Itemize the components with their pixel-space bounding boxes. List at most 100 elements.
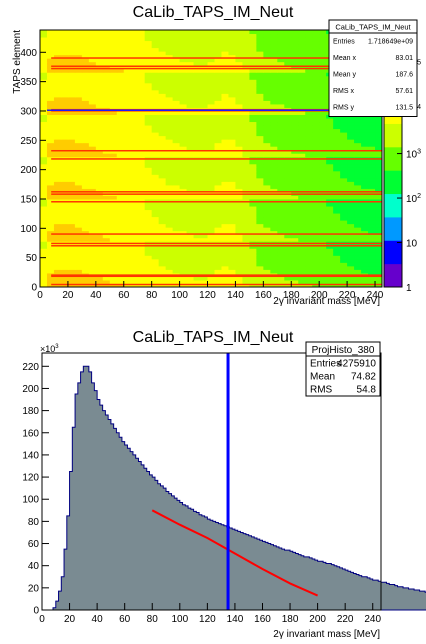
heatmap-cell (144, 177, 153, 182)
stats-row-label: Mean (310, 371, 335, 382)
heatmap-cell (40, 248, 48, 253)
heatmap-cell (242, 262, 250, 267)
heatmap-cell (67, 170, 76, 175)
heatmap-cell (207, 279, 215, 284)
heatmap-cell (256, 279, 264, 284)
heatmap-cell (312, 47, 320, 52)
heatmap-cell (326, 237, 334, 242)
heatmap-cell (375, 258, 383, 263)
heatmap-cell (116, 202, 125, 207)
heatmap-cell (158, 163, 167, 168)
heatmap-cell (130, 174, 139, 179)
palette-swatch (384, 170, 402, 195)
heatmap-cell (277, 142, 285, 147)
heatmap-cell (207, 163, 215, 168)
heatmap-cell (277, 58, 285, 63)
heatmap-cell (284, 135, 292, 140)
heatmap-cell (67, 174, 76, 179)
heatmap-cell (74, 121, 83, 126)
heatmap-cell (242, 118, 250, 123)
heatmap-cell (179, 262, 188, 267)
heatmap-cell (186, 265, 195, 270)
heatmap-cell (95, 153, 104, 158)
heatmap-cell (277, 251, 285, 256)
heatmap-cell (312, 195, 320, 200)
heatmap-cell (263, 195, 271, 200)
heatmap-cell (123, 209, 132, 214)
heatmap-cell (242, 195, 250, 200)
heatmap-cell (172, 68, 181, 73)
heatmap-cell (256, 47, 264, 52)
heatmap-cell (305, 202, 313, 207)
heatmap-cell (165, 75, 174, 80)
heatmap-cell (291, 30, 299, 35)
heatmap-cell (291, 227, 299, 232)
heatmap-cell (375, 146, 383, 151)
heatmap-cell (165, 251, 174, 256)
heatmap-cell (144, 237, 153, 242)
heatmap-cell (270, 51, 278, 56)
heatmap-cell (109, 283, 118, 288)
x-tick-label: 20 (62, 290, 74, 301)
heatmap-cell (172, 54, 181, 59)
heatmap-cell (249, 79, 257, 84)
heatmap-cell (95, 269, 104, 274)
heatmap-cell (347, 248, 355, 253)
heatmap-cell (235, 118, 243, 123)
heatmap-cell (277, 195, 285, 200)
heatmap-cell (144, 118, 153, 123)
heatmap-cell (186, 184, 195, 189)
heatmap-cell (158, 68, 167, 73)
heatmap-cell (249, 135, 257, 140)
heatmap-cell (319, 160, 327, 165)
heatmap-cell (235, 255, 243, 260)
heatmap-cell (123, 146, 132, 151)
heatmap-cell (214, 213, 222, 218)
heatmap-cell (81, 184, 90, 189)
heatmap-cell (361, 213, 369, 218)
heatmap-cell (228, 177, 236, 182)
heatmap-cell (116, 181, 125, 186)
heatmap-cell (151, 139, 160, 144)
hot-row-line (51, 283, 382, 286)
heatmap-cell (109, 44, 118, 49)
heatmap-cell (214, 265, 222, 270)
heatmap-cell (88, 237, 97, 242)
heatmap-cell (95, 40, 104, 45)
heatmap-cell (277, 149, 285, 154)
heatmap-cell (116, 128, 125, 133)
heatmap-cell (277, 103, 285, 108)
heatmap-cell (305, 47, 313, 52)
heatmap-cell (74, 103, 83, 108)
heatmap-cell (186, 61, 195, 66)
heatmap-cell (305, 181, 313, 186)
heatmap-cell (158, 184, 167, 189)
heatmap-cell (368, 279, 376, 284)
heatmap-cell (235, 149, 243, 154)
heatmap-cell (235, 100, 243, 105)
heatmap-cell (207, 47, 215, 52)
heatmap-cell (228, 279, 236, 284)
heatmap-cell (291, 125, 299, 130)
hot-row-line (51, 149, 382, 152)
heatmap-cell (263, 54, 271, 59)
heatmap-cell (151, 125, 160, 130)
heatmap-cell (305, 223, 313, 228)
heatmap-cell (179, 128, 188, 133)
heatmap-cell (102, 255, 111, 260)
heatmap-cell (165, 223, 174, 228)
heatmap-cell (40, 237, 48, 242)
heatmap-cell (130, 251, 139, 256)
heatmap-cell (81, 37, 90, 42)
heatmap-cell (347, 121, 355, 126)
heatmap-cell (193, 223, 202, 228)
heatmap-cell (235, 248, 243, 253)
heatmap-cell (67, 146, 76, 151)
heatmap-cell (235, 51, 243, 56)
heatmap-cell (291, 188, 299, 193)
heatmap-cell (312, 79, 320, 84)
heatmap-cell (88, 58, 97, 63)
heatmap-cell (284, 121, 292, 126)
heatmap-cell (235, 279, 243, 284)
heatmap-cell (319, 128, 327, 133)
